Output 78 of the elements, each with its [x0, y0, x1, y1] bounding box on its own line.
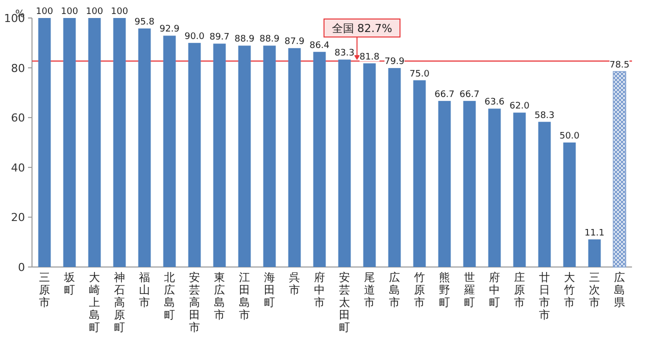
data-label: 100 [86, 7, 104, 17]
bar [63, 18, 76, 267]
x-tick-label: 三次市 [589, 271, 600, 309]
x-tick-label: 神石高原町 [114, 271, 125, 334]
data-label: 78.5 [609, 60, 630, 71]
bar [588, 239, 601, 267]
x-tick-label: 大竹市 [564, 271, 575, 309]
bar [313, 52, 326, 267]
bar [263, 46, 276, 267]
x-tick-label: 海田町 [264, 271, 275, 309]
bar [188, 42, 201, 267]
data-label: 90.0 [184, 32, 205, 42]
data-label: 88.9 [234, 34, 255, 45]
x-tick-label: 尾道市 [364, 271, 375, 309]
bar [488, 108, 501, 267]
data-label: 92.9 [159, 24, 180, 35]
x-tick-label: 東広島市 [214, 271, 225, 322]
y-tick-label: 0 [18, 261, 25, 274]
bar [438, 100, 451, 267]
data-label: 66.7 [459, 90, 480, 100]
x-tick-label: 広島県 [614, 271, 625, 309]
x-tick-label: 北広島町 [164, 271, 175, 322]
data-label: 86.4 [309, 40, 330, 51]
data-label: 88.9 [259, 34, 280, 45]
bar [213, 44, 226, 267]
x-tick-label: 竹原市 [414, 271, 425, 309]
bar [138, 28, 151, 267]
data-label: 100 [110, 7, 128, 17]
data-label: 83.3 [334, 48, 355, 59]
x-tick-label: 庄原市 [514, 271, 525, 309]
y-tick-label: 60 [11, 112, 25, 125]
data-label: 75.0 [409, 69, 430, 80]
bar [288, 48, 301, 267]
bar [38, 18, 51, 267]
y-tick-label: 80 [11, 62, 25, 75]
data-label: 62.0 [509, 102, 530, 112]
x-tick-label: 福山市 [139, 271, 150, 309]
data-label: 95.8 [134, 17, 155, 28]
bar [388, 68, 401, 267]
data-label: 63.6 [484, 98, 505, 108]
bar [538, 122, 551, 267]
x-tick-label: 安芸高田市 [189, 271, 200, 334]
x-tick-label: 廿日市市 [539, 271, 550, 322]
x-tick-label: 広島市 [389, 271, 400, 309]
bar [338, 60, 351, 267]
data-label: 11.1 [584, 228, 605, 238]
data-label: 66.7 [434, 90, 455, 100]
x-tick-label: 府中町 [489, 271, 500, 309]
x-tick-label: 安芸太田町 [339, 271, 350, 334]
data-label: 50.0 [559, 132, 580, 142]
x-tick-label: 呉市 [289, 271, 300, 296]
bar [88, 18, 101, 267]
y-tick-label: 40 [11, 161, 25, 174]
bar [463, 100, 476, 267]
data-label: 100 [60, 7, 78, 17]
data-label: 81.8 [359, 52, 380, 62]
y-tick-label: 20 [11, 211, 25, 224]
data-label: 100 [36, 7, 54, 17]
x-tick-label: 熊野町 [439, 271, 450, 309]
bar [513, 112, 526, 267]
x-tick-label: 三原市 [39, 271, 50, 309]
bar [413, 80, 426, 267]
x-tick-label: 坂町 [63, 271, 75, 296]
bar [612, 71, 626, 268]
x-tick-label: 江田島市 [239, 271, 250, 322]
x-tick-label: 大崎上島町 [89, 271, 100, 334]
data-label: 79.9 [384, 57, 405, 68]
data-label: 89.7 [209, 32, 230, 43]
bar [238, 46, 251, 267]
data-label: 87.9 [284, 37, 305, 48]
bar [363, 63, 376, 267]
bar [563, 142, 576, 267]
ref-line-label: 全国 82.7% [332, 22, 392, 35]
x-tick-label: 府中市 [314, 271, 325, 309]
bar [163, 36, 176, 267]
bar [113, 18, 126, 267]
x-tick-label: 世羅町 [464, 271, 475, 309]
data-label: 58.3 [534, 110, 555, 121]
